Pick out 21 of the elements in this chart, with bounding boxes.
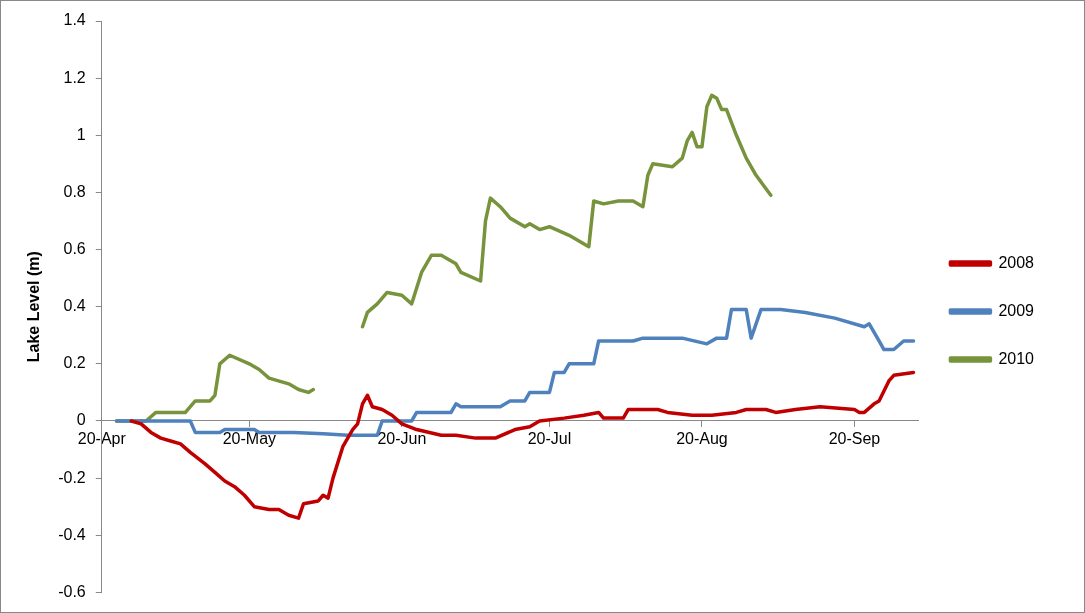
x-tick-label: 20-Aug (676, 429, 728, 447)
legend-label: 2009 (998, 301, 1035, 319)
y-tick-label: -0.4 (58, 525, 86, 543)
y-tick-label: -0.6 (58, 582, 86, 600)
x-tick-label: 20-Apr (77, 429, 127, 447)
x-tick-label: 20-Sep (828, 429, 881, 447)
x-tick-label: 20-Jun (377, 429, 427, 447)
x-tick-label: 20-May (222, 429, 277, 447)
y-tick-label: 0.2 (63, 354, 86, 372)
y-tick-label: 0 (76, 411, 86, 429)
y-tick-label: 0.4 (63, 297, 86, 315)
x-tick-label: 20-Jul (527, 429, 572, 447)
y-tick-label: 1.2 (63, 68, 86, 86)
y-tick-label: 1 (76, 125, 86, 143)
y-axis-title: Lake Level (m) (25, 251, 43, 363)
y-tick-label: -0.2 (58, 468, 86, 486)
y-tick-label: 1.4 (63, 11, 86, 29)
legend-label: 2008 (998, 253, 1035, 271)
legend-label: 2010 (998, 349, 1035, 367)
y-tick-label: 0.8 (63, 182, 86, 200)
y-tick-label: 0.6 (63, 239, 86, 257)
